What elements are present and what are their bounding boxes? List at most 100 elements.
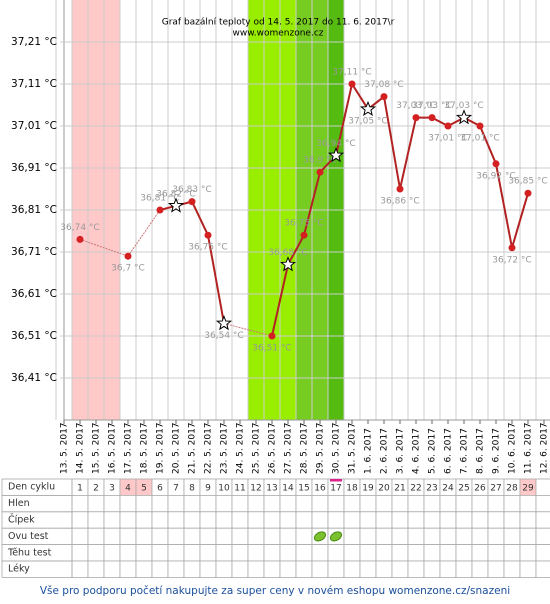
y-tick-label: 37,11 °C: [11, 78, 57, 90]
table-cell: [535, 494, 550, 513]
table-cell: [87, 511, 105, 529]
table-cell: [311, 544, 329, 562]
table-cell: [391, 544, 409, 562]
point: [188, 198, 196, 206]
point: [524, 189, 532, 197]
table-cell: [215, 560, 233, 578]
x-tick-label: 14. 5. 2017: [76, 422, 86, 474]
x-tick-label: 5. 6. 2017: [428, 428, 438, 474]
point: [508, 244, 516, 252]
table-cell: [471, 494, 489, 513]
table-cell: [279, 560, 297, 578]
table-cell: [279, 544, 297, 562]
table-cell: [247, 544, 265, 562]
value-label: 36,75 °C: [284, 219, 323, 229]
star-point: [359, 100, 377, 117]
cycle-day: 1: [77, 484, 83, 494]
table-cell: [231, 511, 249, 529]
table-cell: [215, 511, 233, 529]
table-cell: [423, 527, 441, 546]
value-label: 36,74 °C: [60, 223, 99, 233]
table-cell: [455, 544, 473, 562]
value-label: 36,51 °C: [252, 344, 291, 354]
cycle-day: 9: [205, 484, 211, 494]
table-cell: [247, 494, 265, 513]
table-cell: [103, 511, 121, 529]
point: [124, 252, 132, 260]
y-tick-label: 37,01 °C: [11, 120, 57, 132]
today-marker: [330, 479, 342, 482]
table-cell: [151, 560, 169, 578]
y-tick-label: 37,21 °C: [11, 36, 57, 48]
cycle-day: 26: [474, 484, 486, 494]
point: [156, 206, 164, 214]
value-label: 37,01 °C: [460, 134, 499, 144]
table-cell: [375, 494, 393, 513]
x-tick-label: 4. 6. 2017: [412, 428, 422, 474]
table-cell: [391, 560, 409, 578]
table-cell: [295, 527, 313, 546]
value-label: 36,81 °C: [140, 194, 179, 204]
row-label-cell: [1, 560, 73, 578]
cycle-day: 17: [330, 484, 341, 494]
table-cell: [519, 527, 537, 546]
table-cell: [135, 560, 153, 578]
table-cell: [375, 560, 393, 578]
cycle-day: 28: [506, 484, 518, 494]
table-cell: [487, 494, 505, 513]
table-cell: [439, 511, 457, 529]
cycle-day: 13: [266, 484, 277, 494]
table-cell: [279, 494, 297, 513]
ovu-test-icon: [329, 531, 343, 542]
y-tick-label: 36,91 °C: [11, 162, 57, 174]
table-cell: [503, 560, 521, 578]
table-cell: [247, 527, 265, 546]
x-tick-label: 31. 5. 2017: [348, 422, 358, 474]
table-cell: [359, 494, 377, 513]
x-tick-label: 21. 5. 2017: [188, 422, 198, 474]
x-tick-label: 11. 6. 2017: [524, 422, 534, 474]
table-cell: [295, 511, 313, 529]
x-tick-label: 18. 5. 2017: [140, 422, 150, 474]
table-cell: [439, 494, 457, 513]
table-cell: [471, 544, 489, 562]
table-cell: [311, 494, 329, 513]
table-cell: [183, 494, 201, 513]
x-tick-label: 16. 5. 2017: [108, 422, 118, 474]
table-cell: [279, 511, 297, 529]
table-cell: [343, 527, 361, 546]
value-label: 36,54 °C: [204, 331, 243, 341]
table-cell: [487, 511, 505, 529]
table-cell: [231, 527, 249, 546]
table-cell: [407, 560, 425, 578]
cycle-day: 7: [173, 484, 179, 494]
table-cell: [199, 511, 217, 529]
value-label: 36,94 °C: [316, 139, 355, 149]
value-label: 37,08 °C: [364, 80, 403, 90]
table-cell: [87, 527, 105, 546]
value-label: 37,03 °C: [444, 101, 483, 111]
table-cell: [311, 560, 329, 578]
x-tick-label: 1. 6. 2017: [364, 428, 374, 474]
x-tick-label: 22. 5. 2017: [204, 422, 214, 474]
point: [412, 114, 420, 122]
value-label: 36,68 °C: [268, 248, 307, 258]
point: [348, 80, 356, 88]
table-cell: [247, 560, 265, 578]
y-tick-label: 36,71 °C: [11, 246, 57, 258]
table-cell: [71, 511, 89, 529]
point: [380, 93, 388, 101]
footer-link[interactable]: Vše pro podporu početí nakupujte za supe…: [40, 585, 510, 597]
y-tick-label: 36,51 °C: [11, 330, 57, 342]
table-cell: [455, 511, 473, 529]
cycle-day: 6: [157, 484, 163, 494]
value-label: 36,7 °C: [111, 264, 145, 274]
table-cell: [535, 544, 550, 562]
row-label: Léky: [8, 564, 30, 575]
table-cell: [439, 544, 457, 562]
table-cell: [263, 544, 281, 562]
value-label: 36,92 °C: [476, 171, 515, 181]
table-cell: [231, 544, 249, 562]
table-cell: [183, 511, 201, 529]
table-cell: [503, 527, 521, 546]
